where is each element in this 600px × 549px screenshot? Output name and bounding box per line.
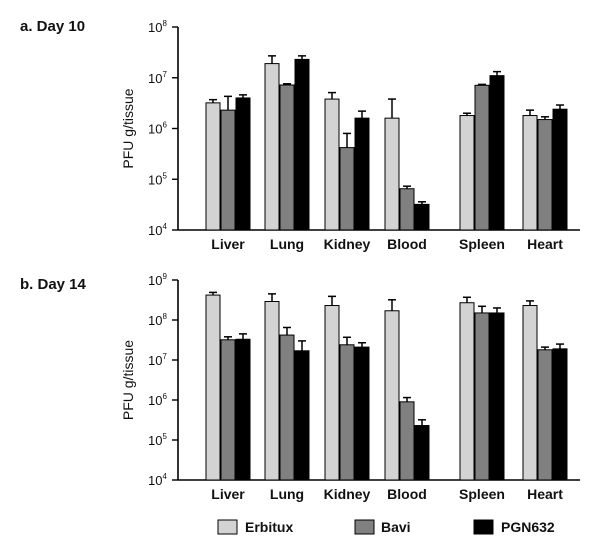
- category-label: Kidney: [324, 486, 371, 502]
- y-tick-exponent: 4: [162, 472, 167, 481]
- category-label: Lung: [270, 236, 304, 252]
- category-label: Spleen: [459, 236, 505, 252]
- y-tick-base: 10: [148, 393, 162, 408]
- bar-erbitux-kidney: [324, 305, 340, 481]
- panel-label: b. Day 14: [20, 276, 87, 293]
- bar-erbitux-blood: [384, 117, 400, 231]
- y-tick-label: 106: [148, 121, 167, 137]
- y-tick-base: 10: [148, 473, 162, 488]
- bar-pgn632-kidney: [354, 346, 370, 481]
- y-tick-label: 108: [148, 312, 167, 328]
- bar-erbitux-lung: [264, 301, 280, 481]
- y-tick-base: 10: [148, 223, 162, 238]
- bar-pgn632-heart: [552, 108, 568, 231]
- bar-pgn632-liver: [235, 97, 251, 231]
- y-tick-base: 10: [148, 122, 162, 137]
- bar-bavi-spleen: [474, 312, 490, 481]
- bar-pgn632-blood: [414, 425, 430, 481]
- y-tick-exponent: 8: [162, 19, 167, 28]
- bar-pgn632-heart: [552, 348, 568, 481]
- y-tick-label: 109: [148, 272, 167, 288]
- category-label: Kidney: [324, 236, 371, 252]
- bar-bavi-kidney: [339, 147, 355, 231]
- legend-label: PGN632: [501, 519, 555, 535]
- bar-erbitux-liver: [205, 102, 221, 231]
- bar-erbitux-lung: [264, 63, 280, 231]
- y-tick-base: 10: [148, 71, 162, 86]
- legend-swatch: [217, 519, 238, 535]
- category-label: Liver: [211, 236, 245, 252]
- bar-erbitux-spleen: [459, 302, 475, 481]
- bar-pgn632-spleen: [489, 312, 505, 481]
- bar-bavi-lung: [279, 84, 295, 231]
- y-tick-label: 107: [148, 352, 167, 368]
- y-tick-label: 107: [148, 70, 167, 86]
- y-tick-exponent: 6: [162, 392, 167, 401]
- bar-pgn632-blood: [414, 203, 430, 231]
- category-label: Spleen: [459, 486, 505, 502]
- y-tick-exponent: 8: [162, 312, 167, 321]
- bar-bavi-spleen: [474, 84, 490, 231]
- y-axis-label: PFU g/tissue: [120, 340, 136, 420]
- y-tick-exponent: 7: [162, 352, 167, 361]
- bar-bavi-heart: [537, 119, 553, 231]
- y-axis-label: PFU g/tissue: [120, 88, 136, 168]
- bar-bavi-blood: [399, 188, 415, 231]
- category-label: Blood: [387, 486, 427, 502]
- y-tick-base: 10: [148, 20, 162, 35]
- y-tick-label: 108: [148, 19, 167, 35]
- y-tick-label: 105: [148, 171, 167, 187]
- legend: Erbitux Bavi PGN632: [217, 519, 555, 535]
- y-tick-exponent: 6: [162, 121, 167, 130]
- bar-erbitux-liver: [205, 294, 221, 481]
- bar-pgn632-lung: [294, 58, 310, 231]
- y-tick-label: 104: [148, 472, 167, 488]
- legend-swatch: [473, 519, 494, 535]
- bar-pgn632-spleen: [489, 75, 505, 231]
- bar-bavi-heart: [537, 349, 553, 481]
- legend-label: Bavi: [381, 519, 411, 535]
- legend-swatch: [354, 519, 375, 535]
- panel-label: a. Day 10: [20, 18, 85, 35]
- bar-pgn632-liver: [235, 338, 251, 481]
- y-tick-label: 106: [148, 392, 167, 408]
- bar-erbitux-blood: [384, 310, 400, 481]
- bar-bavi-kidney: [339, 344, 355, 481]
- bar-erbitux-kidney: [324, 98, 340, 231]
- category-label: Blood: [387, 236, 427, 252]
- legend-label: Erbitux: [245, 519, 293, 535]
- y-tick-base: 10: [148, 433, 162, 448]
- bar-erbitux-heart: [522, 115, 538, 231]
- y-tick-exponent: 5: [162, 171, 167, 180]
- category-label: Liver: [211, 486, 245, 502]
- y-tick-exponent: 4: [162, 222, 167, 231]
- y-tick-base: 10: [148, 313, 162, 328]
- y-tick-exponent: 5: [162, 432, 167, 441]
- bar-bavi-blood: [399, 401, 415, 481]
- category-label: Heart: [527, 486, 563, 502]
- y-tick-exponent: 7: [162, 70, 167, 79]
- bar-bavi-liver: [220, 339, 236, 481]
- y-tick-exponent: 9: [162, 272, 167, 281]
- category-label: Lung: [270, 486, 304, 502]
- y-tick-base: 10: [148, 353, 162, 368]
- bar-bavi-liver: [220, 109, 236, 231]
- bar-bavi-lung: [279, 334, 295, 481]
- y-tick-label: 104: [148, 222, 167, 238]
- bar-pgn632-kidney: [354, 117, 370, 231]
- bar-pgn632-lung: [294, 350, 310, 481]
- bar-erbitux-spleen: [459, 115, 475, 231]
- category-label: Heart: [527, 236, 563, 252]
- y-tick-label: 105: [148, 432, 167, 448]
- y-tick-base: 10: [148, 172, 162, 187]
- y-tick-base: 10: [148, 273, 162, 288]
- bar-erbitux-heart: [522, 305, 538, 481]
